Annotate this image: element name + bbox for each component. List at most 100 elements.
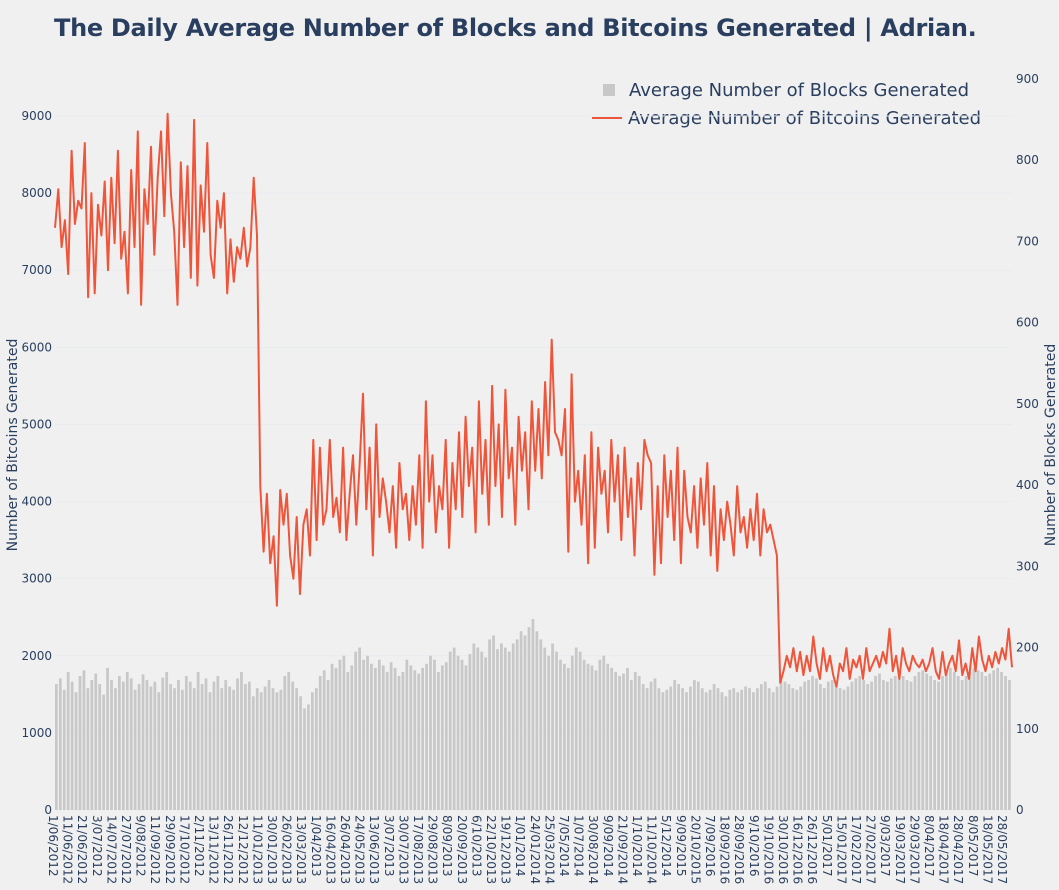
bar	[374, 667, 377, 810]
bar	[629, 680, 633, 810]
bar	[842, 689, 846, 810]
y-tick-left: 0	[44, 803, 52, 817]
bar	[771, 692, 775, 810]
bar	[397, 675, 401, 810]
x-tick-label: 9/10/2016	[747, 815, 761, 877]
x-tick-label: 20/10/2015	[688, 815, 702, 884]
bar	[196, 671, 200, 810]
y-tick-left: 5000	[21, 417, 52, 431]
bar	[925, 673, 929, 810]
bar	[862, 680, 866, 810]
x-tick-label: 2/11/2012	[192, 815, 206, 877]
chart-title: The Daily Average Number of Blocks and B…	[54, 14, 977, 42]
bar	[82, 670, 86, 810]
bar	[535, 631, 539, 810]
x-tick-label: 26/12/2016	[805, 815, 819, 884]
bar	[271, 688, 275, 810]
bar	[830, 680, 834, 810]
bar	[775, 686, 779, 810]
bar	[169, 684, 172, 810]
bar	[102, 694, 106, 810]
legend-item-bitcoins[interactable]: Average Number of Bitcoins Generated	[592, 104, 981, 132]
x-tick-label: 11/10/2014	[645, 815, 659, 884]
bar	[358, 647, 362, 810]
bar	[141, 674, 145, 810]
bar	[429, 655, 432, 810]
bar	[736, 692, 740, 810]
bar	[161, 677, 165, 810]
bar	[724, 696, 728, 810]
x-tick-label: 6/10/2013	[469, 815, 483, 877]
bar	[287, 671, 291, 810]
bar	[192, 688, 196, 810]
x-tick-label: 19/12/2013	[499, 815, 513, 884]
bar	[1008, 680, 1011, 810]
bar	[437, 671, 440, 810]
bar	[756, 688, 759, 810]
bar	[310, 692, 314, 810]
x-tick-label: 15/01/2017	[834, 815, 848, 884]
bar	[362, 659, 365, 810]
bar	[960, 680, 964, 810]
bar	[689, 686, 692, 810]
bar	[909, 681, 913, 810]
bar	[807, 680, 810, 810]
bar	[413, 670, 417, 810]
x-tick-label: 26/02/2013	[280, 815, 294, 884]
bar	[421, 667, 425, 810]
x-tick-label: 8/09/2013	[440, 815, 454, 877]
bar	[563, 663, 566, 810]
bar	[370, 663, 373, 810]
x-tick-label: 8/04/2017	[922, 815, 936, 877]
bar	[244, 684, 247, 810]
bar	[744, 686, 747, 810]
bar	[444, 662, 448, 810]
bar	[885, 681, 889, 810]
x-tick-label: 27/02/2017	[864, 815, 878, 884]
bar	[204, 678, 208, 810]
bar	[834, 684, 838, 810]
bar	[1000, 671, 1003, 810]
bar	[350, 665, 354, 810]
bar	[173, 688, 176, 810]
legend-item-blocks[interactable]: Average Number of Blocks Generated	[592, 76, 981, 104]
x-tick-label: 30/07/2013	[396, 815, 410, 884]
bar	[972, 667, 976, 810]
bar	[803, 681, 807, 810]
bar	[889, 678, 893, 810]
bar	[263, 686, 267, 810]
bar	[645, 688, 649, 810]
bar	[503, 647, 507, 810]
y-tick-left: 9000	[21, 109, 52, 123]
bar	[574, 647, 578, 810]
x-tick-label: 29/08/2013	[426, 815, 440, 884]
y-tick-left: 2000	[21, 649, 52, 663]
bar	[114, 688, 117, 810]
x-tick-label: 9/03/2017	[878, 815, 892, 877]
bar	[811, 675, 814, 810]
y-tick-left: 3000	[21, 572, 52, 586]
bar	[677, 684, 681, 810]
bar	[641, 684, 645, 810]
bar	[893, 675, 897, 810]
bar	[874, 675, 877, 810]
bar	[484, 657, 488, 810]
bar	[578, 651, 582, 810]
bar	[858, 675, 862, 810]
x-tick-label: 17/08/2013	[411, 815, 425, 884]
bar	[614, 671, 617, 810]
x-tick-label: 8/05/2017	[966, 815, 980, 877]
bar	[472, 643, 476, 810]
bar	[850, 681, 854, 810]
bar	[515, 639, 519, 810]
x-tick-label: 11/06/2012	[61, 815, 75, 884]
x-tick-label: 3/07/2012	[90, 815, 104, 877]
bar	[157, 692, 161, 810]
bar	[137, 684, 141, 810]
bar	[153, 681, 157, 810]
bar	[106, 667, 109, 810]
y-axis-label-left: Number of Bitcoins Generated	[5, 339, 21, 552]
bar	[460, 659, 464, 810]
bar	[480, 651, 484, 810]
line-swatch-icon	[592, 117, 622, 119]
